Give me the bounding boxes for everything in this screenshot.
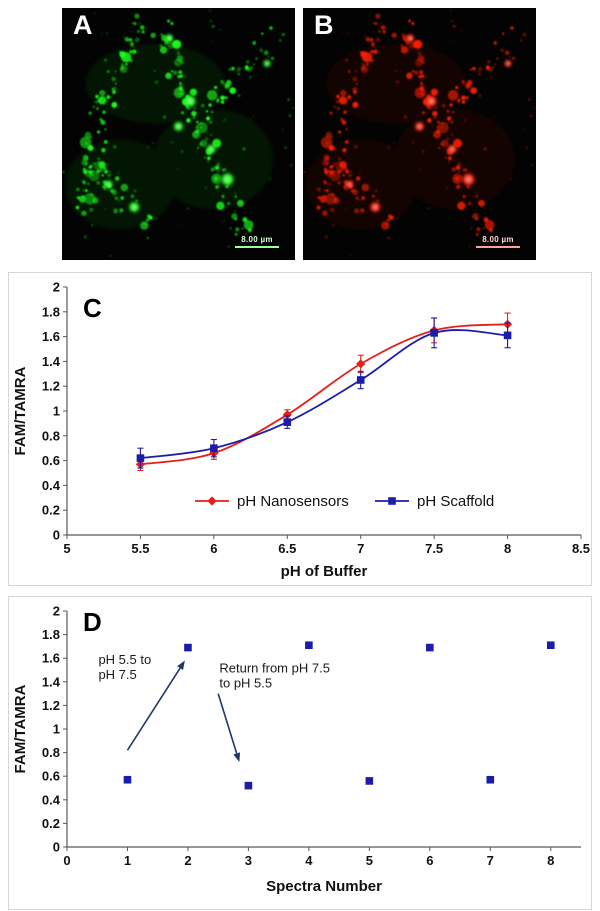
x-tick-label: 7 xyxy=(357,541,364,556)
reversibility-scatter-chart: 0 0.2 0.4 0.6 0.8 1 1.2 1.4 1.6 1.8 2 0 1 2 3 4 5 6 7 8 Spec… xyxy=(12,604,581,895)
y-tick-label: 2 xyxy=(53,280,60,295)
marker-square xyxy=(546,641,555,650)
marker-square xyxy=(210,444,218,452)
x-tick-label: 8.5 xyxy=(572,541,590,556)
scale-bar-line-b xyxy=(476,246,520,248)
panel-label-a: A xyxy=(73,10,93,40)
marker-square xyxy=(486,775,495,784)
x-tick-label: 6 xyxy=(426,853,433,868)
y-tick-label: 0.6 xyxy=(42,769,60,784)
x-axis-title: pH of Buffer xyxy=(281,563,368,580)
annotation-arrow-line xyxy=(126,667,181,751)
marker-square xyxy=(305,641,313,650)
annotation-arrow-head xyxy=(177,660,185,671)
bright-blobs xyxy=(345,34,512,213)
legend-label: pH Nanosensors xyxy=(237,493,349,510)
y-tick-label: 1.8 xyxy=(42,304,60,319)
x-tick-label: 5 xyxy=(63,541,70,556)
y-tick-label: 1 xyxy=(53,722,60,737)
y-tick-label: 2 xyxy=(53,604,60,619)
annotation-text: pH 5.5 to pH 7.5 xyxy=(98,652,151,682)
panel-label-d: D xyxy=(83,607,102,637)
y-tick-label: 0.6 xyxy=(42,453,60,468)
y-tick-label: 0.4 xyxy=(42,792,61,807)
series-line xyxy=(140,329,508,460)
microscopy-panel-b: B 8.00 µm xyxy=(303,8,536,260)
x-tick-label: 7.5 xyxy=(425,541,443,556)
marker-square xyxy=(184,643,192,652)
scale-bar-text-a: 8.00 µm xyxy=(241,235,273,244)
y-tick-label: 0.8 xyxy=(42,428,60,443)
microscopy-panel-a: A 8.00 µm xyxy=(62,8,295,260)
marker-square xyxy=(388,497,396,505)
annotation-text: Return from pH 7.5 to pH 5.5 xyxy=(219,660,330,690)
y-tick-label: 0.8 xyxy=(42,745,60,760)
marker-square xyxy=(365,777,374,785)
x-tick-label: 3 xyxy=(245,853,252,868)
fluorescence-image-red xyxy=(303,8,536,260)
marker-square xyxy=(123,775,132,784)
y-tick-label: 1.6 xyxy=(42,329,60,344)
x-tick-label: 6 xyxy=(210,541,217,556)
legend-label: pH Scaffold xyxy=(417,493,494,510)
y-tick-label: 1.6 xyxy=(42,651,60,666)
chart-panel-c: 0 0.2 0.4 0.6 0.8 1 1.2 1.4 1.6 1.8 2 5 5.5 6 6.5 7 7.5 8… xyxy=(8,272,592,586)
series-line xyxy=(140,323,508,466)
x-tick-label: 6.5 xyxy=(278,541,296,556)
chart-panel-d: 0 0.2 0.4 0.6 0.8 1 1.2 1.4 1.6 1.8 2 0 1 2 3 4 5 6 7 8 Spec… xyxy=(8,596,592,910)
marker-square xyxy=(244,781,253,790)
x-axis-title: Spectra Number xyxy=(266,878,382,895)
marker-square xyxy=(283,418,292,426)
x-tick-label: 5.5 xyxy=(131,541,149,556)
fluorescence-image-green xyxy=(62,8,295,260)
marker-square xyxy=(426,643,434,652)
y-tick-label: 0.2 xyxy=(42,816,60,831)
y-tick-label: 1.4 xyxy=(42,674,61,689)
scale-bar-a: 8.00 µm xyxy=(235,235,279,248)
y-tick-label: 1.8 xyxy=(42,627,60,642)
x-tick-label: 8 xyxy=(504,541,511,556)
y-tick-label: 1.4 xyxy=(42,354,61,369)
scale-bar-b: 8.00 µm xyxy=(476,235,520,248)
x-tick-label: 1 xyxy=(124,853,131,868)
marker-diamond xyxy=(282,410,292,420)
fluorescent-particles xyxy=(62,8,294,259)
marker-diamond xyxy=(207,496,217,506)
y-tick-label: 0.4 xyxy=(42,478,61,493)
x-tick-label: 2 xyxy=(184,853,191,868)
panel-label-c: C xyxy=(83,293,102,323)
y-tick-label: 0 xyxy=(53,840,60,855)
marker-square xyxy=(503,331,512,340)
y-tick-label: 0 xyxy=(53,528,60,543)
panel-label-b: B xyxy=(314,10,334,40)
scale-bar-line-a xyxy=(235,246,279,248)
y-tick-label: 1.2 xyxy=(42,379,60,394)
fluorescent-particles xyxy=(303,8,535,259)
microscopy-row: A 8.00 µm B 8.00 µm xyxy=(0,0,600,260)
x-tick-label: 0 xyxy=(63,853,70,868)
scale-bar-text-b: 8.00 µm xyxy=(482,235,514,244)
annotation-arrow-line xyxy=(217,693,238,754)
y-tick-label: 1 xyxy=(53,404,60,419)
x-tick-label: 8 xyxy=(547,853,554,868)
y-axis-title: FAM/TAMRA xyxy=(12,366,29,455)
y-tick-label: 1.2 xyxy=(42,698,60,713)
marker-square xyxy=(356,376,365,384)
marker-square xyxy=(430,329,438,337)
x-tick-label: 7 xyxy=(487,853,494,868)
annotation-arrow-head xyxy=(233,752,241,763)
ph-calibration-line-chart: 0 0.2 0.4 0.6 0.8 1 1.2 1.4 1.6 1.8 2 5 5.5 6 6.5 7 7.5 8… xyxy=(12,280,590,581)
marker-diamond xyxy=(356,359,366,369)
marker-square xyxy=(136,454,145,462)
x-tick-label: 5 xyxy=(366,853,373,868)
bright-blobs xyxy=(104,34,271,213)
y-tick-label: 0.2 xyxy=(42,503,60,518)
x-tick-label: 4 xyxy=(305,853,313,868)
y-axis-title: FAM/TAMRA xyxy=(12,684,29,773)
